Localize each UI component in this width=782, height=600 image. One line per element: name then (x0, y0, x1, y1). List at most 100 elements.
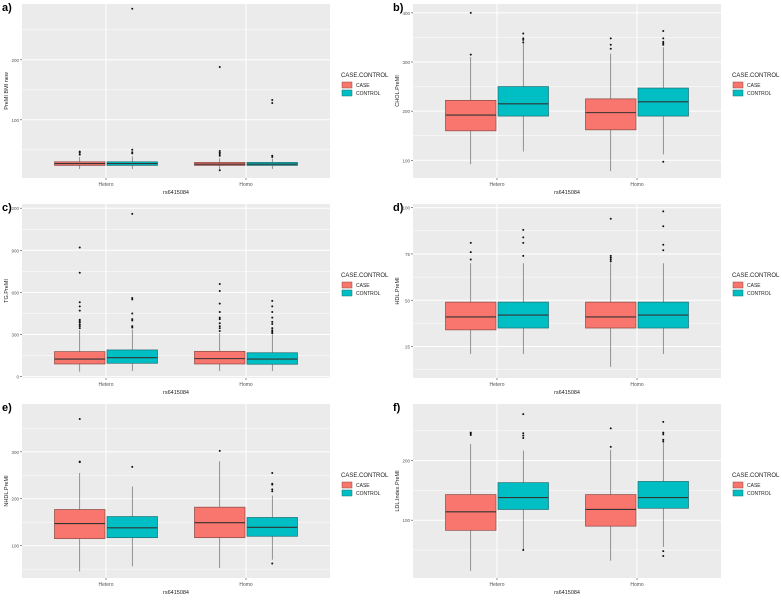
panel-label: d) (393, 202, 404, 214)
outlier-point (609, 427, 612, 430)
box-control (106, 516, 158, 539)
outlier-point (662, 30, 665, 33)
outlier-point (609, 217, 612, 220)
outlier-point (218, 66, 221, 68)
legend-title: CASE.CONTROL (732, 73, 780, 79)
y-tick-label: 100 (402, 518, 410, 523)
box-case (585, 494, 637, 527)
y-tick-label: 300 (11, 450, 19, 455)
outlier-point (131, 148, 134, 151)
y-tick-label: 200 (11, 58, 19, 63)
plot-background (22, 404, 330, 578)
outlier-point (522, 32, 525, 35)
y-tick-label: 100 (402, 158, 410, 163)
box-case (445, 301, 497, 331)
outlier-point (522, 38, 525, 41)
outlier-point (609, 37, 612, 40)
y-tick-label: 900 (11, 248, 19, 253)
outlier-point (662, 210, 665, 213)
panel-label: a) (2, 2, 12, 14)
outlier-point (271, 482, 274, 485)
x-axis-title: rs6415084 (554, 590, 580, 596)
outlier-point (609, 47, 612, 50)
outlier-point (218, 151, 221, 154)
y-tick-label: 600 (11, 290, 19, 295)
outlier-point (131, 465, 134, 468)
outlier-point (271, 488, 274, 491)
panel-a: 100 200 Hetero Homo rs6415084 PreMI BMI new CA… (0, 0, 391, 200)
outlier-point (469, 241, 472, 244)
legend-key-control (732, 89, 744, 97)
box-case (54, 351, 106, 365)
outlier-point (131, 312, 134, 315)
y-tick-label: 300 (402, 60, 410, 65)
outlier-point (469, 251, 472, 254)
panel-d: 25 50 75 100 Hetero Homo rs6415084 HDL.PreMI CAS… (391, 200, 782, 400)
outlier-point (271, 99, 274, 101)
y-axis-title: PreMI BMI new (4, 72, 10, 110)
outlier-point (469, 11, 472, 14)
outlier-point (522, 432, 525, 435)
box-control (497, 482, 549, 510)
outlier-point (469, 53, 472, 56)
outlier-point (131, 319, 134, 322)
outlier-point (131, 297, 134, 300)
outlier-point (522, 37, 525, 40)
outlier-point (662, 37, 665, 40)
y-tick-label: 200 (402, 109, 410, 114)
panel-c: 0 300 600 900 1200 Hetero Homo rs6415084 TG.PreM… (0, 200, 391, 400)
panel-label: b) (393, 2, 404, 14)
x-axis-title: rs6415084 (554, 190, 580, 196)
y-axis-title: NHDL.PreMI (4, 475, 10, 507)
outlier-point (522, 228, 525, 231)
legend-label: CASE (747, 283, 761, 289)
panel-e: 100 200 300 Hetero Homo rs6415084 NHDL.PreMI CA… (0, 400, 391, 600)
plot-background (413, 204, 721, 378)
box-control (497, 86, 549, 117)
legend-label: CONTROL (356, 491, 381, 497)
y-tick-label: 0 (16, 375, 19, 380)
outlier-point (662, 420, 665, 423)
outlier-point (271, 562, 274, 565)
outlier-point (218, 322, 221, 325)
outlier-point (271, 299, 274, 302)
outlier-point (271, 330, 274, 333)
legend-key-control (341, 89, 353, 97)
outlier-point (271, 471, 274, 474)
outlier-point (78, 325, 81, 328)
outlier-point (271, 320, 274, 323)
outlier-point (609, 260, 612, 263)
y-axis-title: CHOL.PreMI (395, 75, 401, 107)
x-tick-label: Hetero (98, 382, 113, 388)
outlier-point (218, 316, 221, 319)
outlier-point (469, 258, 472, 261)
outlier-point (522, 236, 525, 239)
y-tick-label: 100 (402, 206, 410, 211)
x-tick-label: Hetero (489, 382, 504, 388)
x-tick-label: Homo (630, 182, 644, 188)
legend-title: CASE.CONTROL (341, 273, 389, 279)
outlier-point (662, 160, 665, 163)
outlier-point (662, 550, 665, 553)
outlier-point (78, 153, 81, 156)
legend-label: CASE (747, 83, 761, 89)
outlier-point (131, 318, 134, 321)
outlier-point (218, 311, 221, 314)
outlier-point (218, 282, 221, 285)
outlier-point (662, 40, 665, 43)
outlier-point (522, 436, 525, 439)
legend-label: CONTROL (356, 291, 381, 297)
panel-f: 100 200 Hetero Homo rs6415084 LDL.Index.PreMI… (391, 400, 782, 600)
legend-key-case (341, 81, 353, 89)
outlier-point (609, 256, 612, 259)
outlier-point (218, 154, 221, 157)
outlier-point (78, 321, 81, 324)
outlier-point (218, 329, 221, 332)
outlier-point (662, 433, 665, 436)
outlier-point (78, 301, 81, 304)
outlier-point (78, 246, 81, 249)
outlier-point (662, 438, 665, 441)
legend-key-case (732, 81, 744, 89)
outlier-point (271, 490, 274, 493)
legend-key-case (732, 281, 744, 289)
